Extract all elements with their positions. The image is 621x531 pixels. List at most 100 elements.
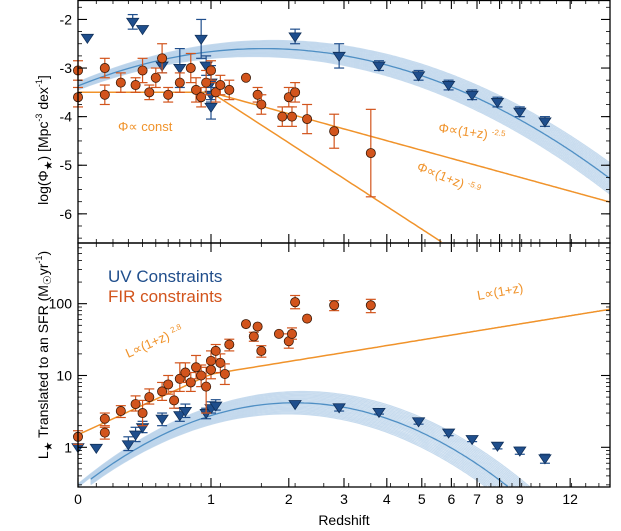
uv-band-line — [77, 393, 526, 487]
fir-point — [240, 319, 251, 330]
uv-point — [490, 441, 505, 452]
fir-point — [130, 80, 141, 91]
annotation-l-28-base: L∝(1+z) — [123, 328, 172, 361]
x-tick-label: 3 — [340, 491, 348, 507]
annotation-phi-25: Φ∝(1+z) -2.5 — [438, 120, 507, 144]
uv-point — [194, 34, 208, 46]
bottom-y-label-yr: yr — [35, 263, 51, 275]
uv-point — [465, 435, 479, 446]
uv-band-line — [90, 401, 511, 488]
fir-point — [210, 345, 221, 356]
uv-point — [513, 446, 527, 457]
bottom-y-axis-label: L★ Translated to an SFR (M☉yr-1) — [34, 251, 55, 459]
uv-band-line — [90, 405, 501, 487]
uv-point — [332, 403, 346, 414]
fir-point — [302, 313, 313, 324]
fir-point — [215, 80, 226, 91]
fir-point — [137, 65, 148, 76]
uv-band-line — [90, 398, 515, 488]
fir-point — [99, 413, 110, 424]
bottom-y-tick-label: 1 — [64, 439, 72, 455]
fir-point — [150, 72, 161, 83]
x-tick-label: 4 — [383, 491, 391, 507]
top-y-tick-label: -6 — [60, 206, 73, 222]
fir-point — [224, 84, 235, 95]
fir-point — [277, 111, 288, 122]
annotation-l-1: L∝(1+z) — [476, 280, 524, 303]
uv-band-line — [77, 44, 611, 172]
uv-point — [332, 51, 346, 63]
uv-band-line — [90, 403, 507, 488]
uv-band-line — [77, 45, 611, 175]
uv-point — [173, 64, 187, 75]
fir-model-25-line — [210, 91, 611, 203]
uv-band-line — [77, 50, 611, 184]
top-y-tick-label: -3 — [60, 60, 73, 76]
fir-point — [130, 399, 141, 410]
top-y-label-end: ] — [35, 75, 51, 79]
uv-point — [208, 401, 223, 412]
bottom-y-tick-label: 10 — [56, 367, 72, 383]
uv-point — [538, 117, 552, 128]
fir-point — [174, 373, 185, 384]
uv-point — [288, 400, 302, 411]
uv-band-line — [77, 40, 611, 166]
fir-point — [205, 65, 216, 76]
top-y-label-star: ★ — [43, 160, 55, 170]
top-y-label-dex: dex — [35, 87, 51, 113]
x-tick-label: 12 — [562, 491, 578, 507]
uv-band-line — [90, 406, 500, 488]
fir-point — [286, 111, 297, 122]
uv-point — [441, 81, 456, 92]
legend-uv: UV Constraints — [108, 267, 222, 286]
fir-point — [196, 92, 207, 103]
fir-point — [240, 72, 251, 83]
x-tick-label: 6 — [447, 491, 455, 507]
top-y-label-exp1: -3 — [34, 114, 44, 122]
uv-band-line — [90, 408, 496, 488]
uv-model-line-top — [77, 47, 611, 180]
fir-point — [144, 392, 155, 403]
fir-point — [219, 368, 230, 379]
fir-point — [215, 357, 226, 368]
uv-band-line — [77, 43, 611, 170]
x-tick-label: 5 — [418, 491, 426, 507]
uv-band-line — [77, 44, 611, 173]
uv-point — [538, 454, 552, 465]
fir-point — [302, 114, 313, 125]
top-y-tick-label: -4 — [60, 109, 73, 125]
fir-point — [201, 77, 212, 88]
x-tick-label: 8 — [496, 491, 504, 507]
annotation-phi-25-exp: -2.5 — [491, 128, 506, 139]
fir-point — [201, 381, 212, 392]
fir-point — [273, 328, 284, 339]
fir-point — [157, 53, 168, 64]
fir-point — [144, 87, 155, 98]
bottom-y-label-sun: ☉ — [42, 275, 54, 285]
uv-model-band-bottom — [77, 390, 531, 488]
legend-fir: FIR constraints — [108, 287, 222, 306]
bottom-y-tick-label: 100 — [49, 296, 73, 312]
uv-point — [121, 440, 136, 451]
x-tick-label: 9 — [516, 491, 524, 507]
uv-point — [465, 90, 479, 101]
uv-point — [411, 417, 426, 428]
bottom-y-label-text: Translated to an SFR (M — [35, 285, 51, 441]
fir-point — [365, 300, 376, 311]
fir-point — [256, 345, 267, 356]
uv-band-line — [77, 49, 611, 183]
uv-point — [372, 61, 386, 72]
uv-point — [490, 98, 505, 109]
x-tick-label: 7 — [473, 491, 481, 507]
uv-point — [441, 428, 456, 439]
fir-point — [224, 339, 235, 350]
annotation-phi-25-base: Φ∝(1+z) — [438, 120, 489, 142]
uv-band-line — [77, 41, 611, 167]
fir-point — [115, 406, 126, 417]
uv-band-line — [90, 407, 497, 487]
uv-point — [125, 17, 140, 28]
bottom-y-label-star: ★ — [43, 441, 55, 451]
uv-band-line — [77, 396, 519, 487]
